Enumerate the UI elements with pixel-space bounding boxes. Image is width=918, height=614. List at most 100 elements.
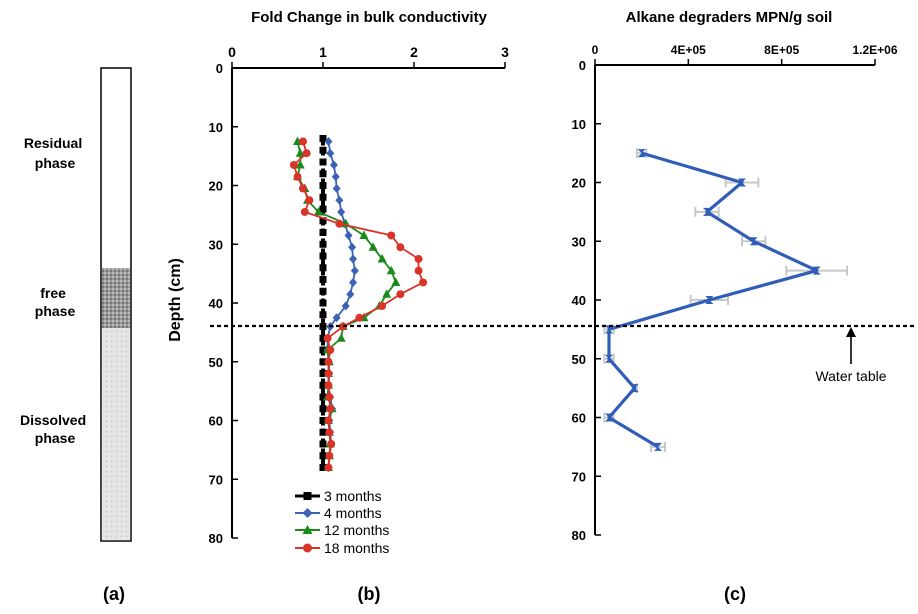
data-point [337,207,346,217]
data-point [319,276,327,283]
data-point [331,172,340,182]
series-3-months [319,135,327,471]
data-point [319,158,327,166]
y-tick-label: 0 [216,61,223,76]
data-point [335,195,344,205]
data-point [323,334,332,343]
data-point [654,442,662,451]
dissolved-phase-label: Dissolved phase [20,412,90,446]
data-point [319,229,327,236]
panel-a: Residual phase free phase Dissolved phas… [20,67,132,604]
y-tick-label: 80 [572,528,586,543]
data-point [335,219,344,228]
x-tick-label: 4E+05 [671,43,706,57]
legend-label-18-months: 18 months [324,540,389,556]
data-point [298,184,307,193]
data-point [419,278,428,287]
water-table-arrow-head [846,327,856,337]
data-point [378,301,387,310]
data-point [355,313,364,322]
data-point [319,135,327,142]
data-point [637,149,646,158]
data-point [324,136,333,146]
free-phase-zone [101,268,131,328]
x-tick-label: 1.2E+06 [852,43,897,57]
legend-label-4-months: 4 months [324,505,382,521]
residual-phase-label: Residual phase [24,135,86,171]
y-tick-label: 40 [209,296,223,311]
data-point [377,253,387,263]
data-point [329,160,338,170]
y-tick-label: 80 [209,531,223,546]
data-point [325,428,334,437]
y-tick-label: 60 [572,411,586,426]
data-point [319,264,327,272]
data-point [319,205,327,213]
data-point [300,207,309,216]
y-tick-label: 40 [572,293,586,308]
series-18-months [289,137,428,472]
y-tick-label: 50 [572,352,586,367]
data-point [324,381,333,390]
data-point [319,240,327,248]
x-tick-label: 8E+05 [764,43,799,57]
data-point [605,354,613,363]
y-tick-label: 10 [209,120,223,135]
y-tick-label: 20 [572,176,586,191]
legend-item-18-months: 18 months [295,540,389,556]
data-point [414,254,423,263]
data-point [319,346,327,354]
y-tick-label: 70 [572,469,586,484]
data-point [319,299,327,307]
data-point [738,178,746,187]
data-point [298,137,307,146]
data-point [325,393,334,401]
data-point [313,206,323,216]
y-tick-label: 0 [579,58,586,73]
data-point [302,149,311,158]
panel-b-label: (b) [358,584,381,604]
data-point [319,334,327,342]
y-tick-label: 30 [209,237,223,252]
data-point [295,148,305,157]
data-point [348,242,357,252]
data-point [319,381,327,389]
data-point [630,384,639,393]
data-point [324,463,333,472]
free-phase-label: free phase [35,285,76,319]
series-alkane-degraders [603,148,848,452]
x-tick-label: 3 [501,44,509,60]
data-point [382,289,392,298]
data-point [326,346,335,354]
chart-c-series [603,148,848,452]
data-point [319,440,327,448]
x-tick-label: 0 [228,44,236,60]
data-point [414,266,423,275]
legend-item-4-months: 4 months [295,505,382,521]
data-point [319,182,327,189]
data-point [396,290,405,299]
data-point [324,416,333,425]
data-point [319,358,327,366]
x-tick-label: 2 [410,44,418,60]
data-point [295,159,305,169]
data-point [349,277,358,287]
data-point [332,313,341,323]
chart-b-title: Fold Change in bulk conductivity [251,9,487,26]
data-point [703,207,711,216]
dissolved-phase-zone [101,328,131,541]
data-point [319,287,327,295]
data-point [349,254,358,264]
data-point [305,196,314,205]
data-point [396,243,405,252]
data-point [319,464,327,471]
legend-item-12-months: 12 months [295,522,389,538]
data-point [387,231,396,240]
data-point [344,230,353,240]
data-point [391,277,401,286]
data-point [289,160,298,169]
data-point [327,440,336,448]
legend-label-12-months: 12 months [324,522,389,538]
